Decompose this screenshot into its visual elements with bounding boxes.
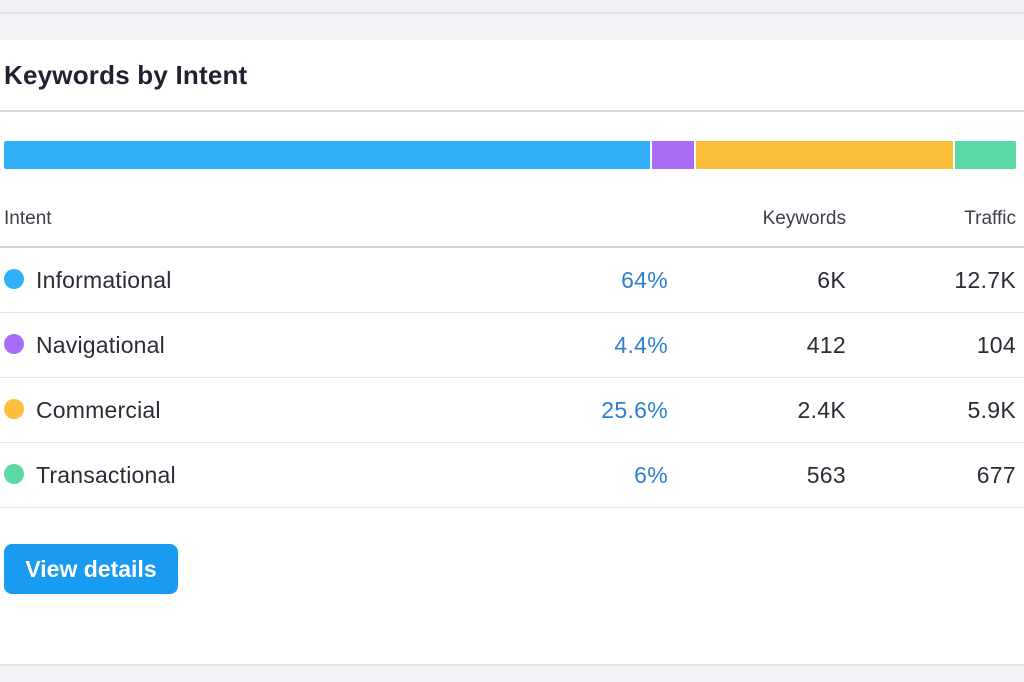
transactional-dot-icon [4,464,24,484]
commercial-dot-icon [4,399,24,419]
table-row-navigational: Navigational 4.4% 412 104 [0,313,1024,378]
traffic-value: 5.9K [967,397,1016,423]
card-header: Keywords by Intent [0,40,1024,112]
keywords-by-intent-card: Keywords by Intent Intent Keywords Traff… [0,40,1024,666]
table-row-informational: Informational 64% 6K 12.7K [0,248,1024,313]
intent-label: Commercial [36,397,161,423]
intent-bar-segment-informational [4,141,652,169]
intent-label: Informational [36,267,172,293]
intent-percent: 64% [621,267,668,293]
intent-bar-segment-commercial [696,141,956,169]
keywords-value: 563 [806,462,846,488]
intent-bar-segment-transactional [955,141,1016,169]
keywords-value: 412 [806,332,846,358]
intent-percent: 6% [634,462,668,488]
column-header-traffic: Traffic [964,208,1016,229]
informational-dot-icon [4,269,24,289]
top-strip [0,0,1024,14]
intent-percent: 25.6% [601,397,668,423]
card-title: Keywords by Intent [4,60,248,90]
column-header-keywords: Keywords [762,208,846,229]
intent-percent: 4.4% [614,332,668,358]
traffic-value: 12.7K [954,267,1016,293]
traffic-value: 677 [976,462,1016,488]
column-header-intent: Intent [4,208,52,229]
keywords-value: 2.4K [797,397,846,423]
keywords-value: 6K [817,267,846,293]
intent-distribution-bar [4,141,1016,169]
intent-label: Transactional [36,462,176,488]
navigational-dot-icon [4,334,24,354]
intent-bar-segment-navigational [651,141,697,169]
intent-label: Navigational [36,332,165,358]
table-row-commercial: Commercial 25.6% 2.4K 5.9K [0,378,1024,443]
view-details-button[interactable]: View details [4,544,178,594]
table-row-transactional: Transactional 6% 563 677 [0,443,1024,508]
traffic-value: 104 [976,332,1016,358]
intent-table-body: Informational 64% 6K 12.7K Navigational … [0,248,1024,508]
table-header: Intent Keywords Traffic [0,200,1024,248]
